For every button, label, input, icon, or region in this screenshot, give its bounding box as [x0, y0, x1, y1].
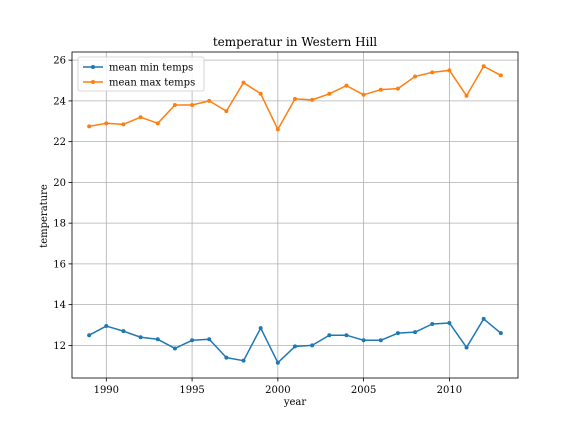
data-point	[344, 333, 349, 338]
legend-entry: mean max temps	[83, 78, 195, 89]
data-point	[378, 87, 383, 92]
data-point	[258, 326, 263, 331]
data-point	[464, 345, 469, 350]
y-tick-label: 20	[53, 178, 66, 189]
legend-label: mean max temps	[109, 78, 195, 89]
data-point	[293, 96, 297, 101]
data-point	[121, 329, 126, 334]
data-point	[395, 86, 400, 91]
data-point	[258, 91, 263, 96]
data-point	[138, 115, 143, 120]
data-point	[464, 93, 469, 98]
y-tick-label: 18	[53, 219, 66, 230]
data-point	[498, 73, 503, 78]
data-point	[172, 102, 177, 107]
data-point	[275, 360, 280, 365]
legend-marker	[91, 80, 95, 84]
x-tick-label: 2010	[437, 385, 462, 396]
data-point	[447, 320, 452, 325]
data-point	[481, 64, 486, 69]
x-axis-label: year	[283, 397, 307, 408]
axis-ticks: 1990 1995 2000 2005 2010 12 14 16 18 20 22 24 26	[53, 56, 462, 396]
y-tick-label: 26	[53, 56, 66, 67]
x-tick-label: 1990	[94, 385, 119, 396]
data-point	[241, 358, 246, 363]
plot-frame	[71, 51, 519, 379]
data-point	[413, 330, 418, 335]
y-tick-label: 12	[53, 341, 66, 352]
series-1	[87, 64, 503, 132]
data-point	[190, 338, 195, 343]
x-tick-label: 2005	[351, 385, 376, 396]
data-point	[275, 127, 280, 132]
data-point	[87, 333, 92, 338]
data-point	[378, 338, 383, 343]
data-point	[498, 331, 503, 336]
data-point	[207, 337, 212, 342]
legend-entry: mean min temps	[83, 63, 193, 74]
data-point	[481, 316, 486, 321]
legend-marker	[91, 65, 95, 69]
data-point	[430, 322, 435, 327]
series-line	[88, 318, 502, 364]
data-point	[224, 109, 229, 114]
data-point	[207, 98, 212, 103]
y-tick-label: 24	[53, 96, 66, 107]
data-point	[155, 121, 160, 126]
data-point	[87, 124, 92, 129]
data-point	[241, 80, 246, 85]
legend: mean min temps mean max temps	[77, 56, 205, 92]
data-point	[327, 333, 332, 338]
data-point	[327, 91, 332, 96]
data-point	[138, 335, 143, 340]
data-point	[361, 338, 366, 343]
data-point	[310, 343, 315, 348]
y-tick-label: 14	[53, 300, 66, 311]
legend-box	[77, 56, 205, 92]
data-point	[395, 331, 400, 336]
data-point	[310, 97, 315, 102]
series-0	[87, 316, 503, 365]
grid	[72, 52, 518, 378]
data-point	[361, 92, 366, 97]
chart-title: temperatur in Western Hill	[213, 35, 377, 49]
data-point	[224, 355, 229, 360]
legend-label: mean min temps	[109, 63, 193, 74]
y-tick-label: 22	[53, 137, 66, 148]
data-point	[413, 74, 418, 79]
data-point	[121, 122, 126, 127]
data-point	[104, 121, 109, 126]
x-tick-label: 2000	[265, 385, 290, 396]
data-point	[447, 68, 452, 73]
series-group	[87, 64, 503, 365]
data-point	[104, 324, 109, 329]
data-point	[293, 344, 297, 349]
x-tick-label: 1995	[179, 385, 204, 396]
data-point	[190, 102, 195, 107]
data-point	[155, 337, 160, 342]
data-point	[430, 70, 435, 75]
y-tick-label: 16	[53, 259, 66, 270]
data-point	[344, 83, 349, 88]
data-point	[172, 346, 177, 351]
y-axis-label: temperature	[39, 184, 50, 248]
